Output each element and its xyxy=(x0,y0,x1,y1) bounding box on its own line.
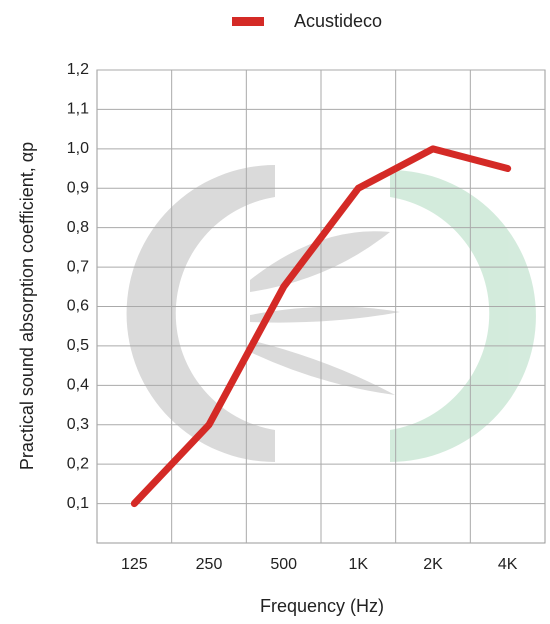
y-tick-label: 0,9 xyxy=(67,179,89,196)
y-tick-label: 0,5 xyxy=(67,337,89,354)
y-tick-label: 0,3 xyxy=(67,416,89,433)
x-tick-label: 1K xyxy=(349,556,369,573)
y-tick-label: 1,1 xyxy=(67,101,89,118)
x-tick-label: 4K xyxy=(498,556,518,573)
y-tick-label: 1,2 xyxy=(67,61,89,78)
background-logo xyxy=(126,165,536,462)
y-tick-label: 0,8 xyxy=(67,219,89,236)
x-tick-label: 125 xyxy=(121,556,148,573)
x-tick-label: 500 xyxy=(270,556,297,573)
data-line xyxy=(130,145,512,508)
x-tick-label: 2K xyxy=(423,556,443,573)
x-tick-label: 250 xyxy=(196,556,223,573)
legend-label: Acustideco xyxy=(294,11,382,31)
y-tick-label: 0,4 xyxy=(67,377,89,394)
x-axis-label: Frequency (Hz) xyxy=(260,596,384,616)
y-tick-label: 0,6 xyxy=(67,298,89,315)
y-tick-label: 0,7 xyxy=(67,258,89,275)
y-tick-label: 1,0 xyxy=(67,140,89,157)
y-tick-label: 0,1 xyxy=(67,495,89,512)
legend-swatch xyxy=(232,17,264,26)
y-tick-label: 0,2 xyxy=(67,455,89,472)
y-axis-label: Practical sound absorption coefficient, … xyxy=(17,142,37,470)
